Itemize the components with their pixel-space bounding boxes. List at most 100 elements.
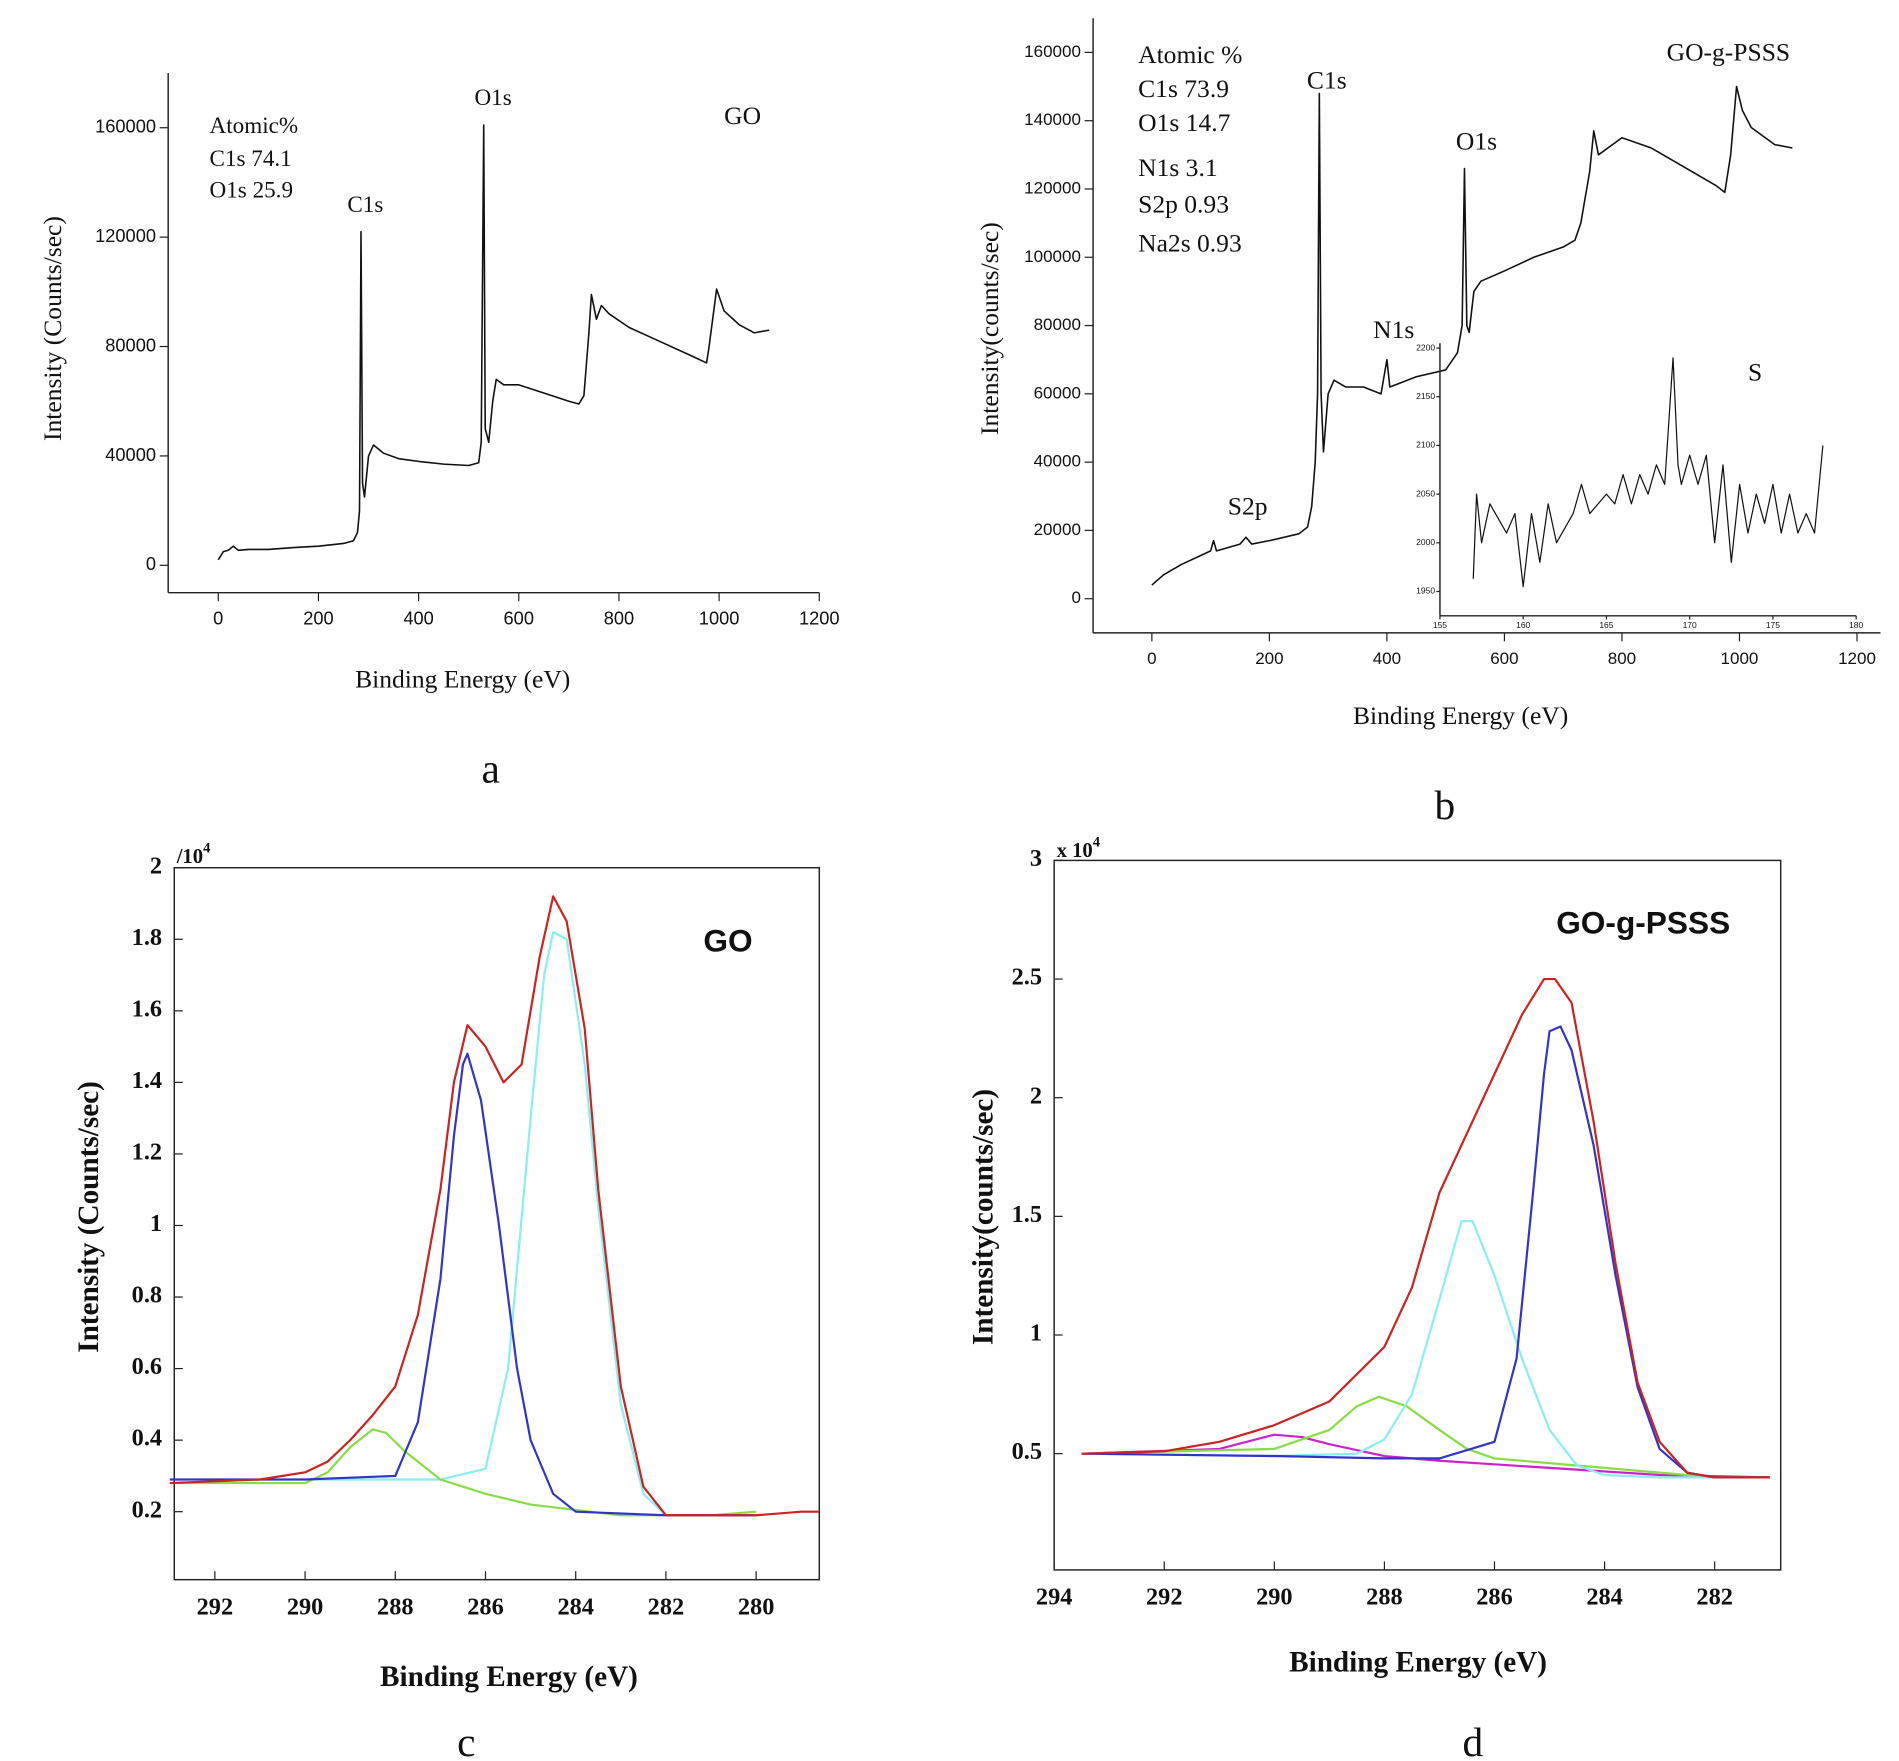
x-tick-label: 1200 xyxy=(799,607,840,628)
x-axis-label: Binding Energy (eV) xyxy=(355,664,570,693)
y-tick-label: 2 xyxy=(1030,1082,1042,1109)
annotation: S xyxy=(1748,358,1762,387)
y-tick-label: 120000 xyxy=(95,225,156,246)
y-tick-label: 1.4 xyxy=(132,1067,162,1094)
multiplier-exponent: 4 xyxy=(1093,835,1101,851)
y-tick-label: 160000 xyxy=(1024,42,1081,61)
y-tick-label: 0.4 xyxy=(132,1425,162,1452)
y-tick-label: 140000 xyxy=(1024,110,1081,129)
x-tick-label: 165 xyxy=(1599,620,1613,630)
x-tick-label: 1000 xyxy=(699,607,740,628)
annotation: O1s xyxy=(474,85,511,111)
annotation: GO xyxy=(703,923,752,959)
panel: 0 200 400 600 800 1000 1200 0 40000 80000 120000 16… xyxy=(38,73,840,791)
panel: 294 292 290 288 286 284 282 0.5 1 1.5 2 2.5 3 Binding… xyxy=(968,835,1782,1761)
spectrum-line xyxy=(1151,85,1793,586)
x-tick-label: 180 xyxy=(1849,620,1863,630)
y-tick-label: 40000 xyxy=(105,444,156,465)
y-tick-label: 1.5 xyxy=(1012,1201,1042,1228)
y-tick-label: 0.2 xyxy=(132,1496,162,1523)
y-tick-label: 80000 xyxy=(1034,315,1081,334)
annotation: Atomic% xyxy=(210,113,299,139)
annotation: O1s 25.9 xyxy=(210,178,293,204)
y-axis-label: Intensity (Counts/sec) xyxy=(38,216,67,441)
y-tick-label: 160000 xyxy=(95,116,156,137)
annotation: GO-g-PSSS xyxy=(1556,904,1730,940)
y-tick-label: 1.6 xyxy=(132,995,162,1022)
x-tick-label: 600 xyxy=(504,607,534,628)
x-tick-label: 284 xyxy=(1586,1584,1623,1611)
annotation: C1s 74.1 xyxy=(210,146,292,172)
y-axis-label: Intensity (Counts/sec) xyxy=(73,1081,105,1353)
x-tick-label: 284 xyxy=(557,1593,594,1620)
y-tick-label: 60000 xyxy=(1034,383,1081,402)
multiplier-base: x 10 xyxy=(1057,840,1093,862)
x-tick-label: 286 xyxy=(1476,1584,1513,1611)
x-tick-label: 160 xyxy=(1516,620,1530,630)
y-tick-label: 2150 xyxy=(1416,391,1435,401)
x-tick-label: 290 xyxy=(287,1593,324,1620)
annotation: GO xyxy=(724,101,761,130)
annotation: Atomic % xyxy=(1138,40,1242,69)
annotation: C1s xyxy=(1307,66,1347,95)
spectrum-line xyxy=(169,1428,757,1517)
x-tick-label: 288 xyxy=(1366,1584,1403,1611)
spectrum-line xyxy=(1081,1220,1770,1479)
panel-label: b xyxy=(1434,782,1455,828)
spectrum-line xyxy=(217,124,770,561)
x-tick-label: 282 xyxy=(648,1593,685,1620)
y-tick-label: 2100 xyxy=(1416,440,1435,450)
y-tick-label: 0.8 xyxy=(132,1282,162,1309)
y-axis-label: Intensity(counts/sec) xyxy=(975,222,1004,435)
annotation: S2p xyxy=(1228,492,1268,521)
x-tick-label: 292 xyxy=(1146,1584,1183,1611)
plot-frame xyxy=(1053,859,1782,1571)
annotation: S2p 0.93 xyxy=(1138,190,1229,219)
annotation: Na2s 0.93 xyxy=(1138,229,1242,258)
y-tick-label: 1 xyxy=(1030,1320,1042,1347)
y-tick-label: 0 xyxy=(146,553,156,574)
x-tick-label: 294 xyxy=(1036,1584,1073,1611)
x-tick-label: 280 xyxy=(738,1593,775,1620)
x-tick-label: 286 xyxy=(467,1593,504,1620)
y-tick-label: 0.5 xyxy=(1012,1438,1042,1465)
multiplier-base: /10 xyxy=(176,846,203,868)
x-tick-label: 288 xyxy=(377,1593,414,1620)
x-axis-label: Binding Energy (eV) xyxy=(1289,1647,1547,1679)
x-axis-label: Binding Energy (eV) xyxy=(380,1661,638,1693)
panel-label: d xyxy=(1462,1719,1483,1761)
x-tick-label: 400 xyxy=(1373,649,1401,668)
annotation: C1s 73.9 xyxy=(1138,74,1229,103)
y-tick-label: 1.2 xyxy=(132,1139,162,1166)
spectrum-line xyxy=(1081,1025,1770,1479)
x-tick-label: 175 xyxy=(1766,620,1780,630)
y-tick-label: 0 xyxy=(1071,588,1080,607)
x-tick-label: 1000 xyxy=(1721,649,1759,668)
y-tick-label: 20000 xyxy=(1034,520,1081,539)
panel-label: a xyxy=(482,745,500,791)
annotation: GO-g-PSSS xyxy=(1667,38,1791,67)
annotation: O1s 14.7 xyxy=(1138,108,1230,137)
x-tick-label: 800 xyxy=(1608,649,1636,668)
plot-frame xyxy=(173,866,821,1581)
x-tick-label: 282 xyxy=(1696,1584,1733,1611)
annotation: O1s xyxy=(1456,126,1497,155)
y-tick-label: 2050 xyxy=(1416,488,1435,498)
x-tick-label: 800 xyxy=(604,607,634,628)
panel-label: c xyxy=(457,1719,475,1761)
y-tick-label: 80000 xyxy=(105,334,156,355)
y-tick-label: 2000 xyxy=(1416,537,1435,547)
spectrum-line xyxy=(169,895,820,1517)
panel: 0 200 400 600 800 1000 1200 0 20000 40000 60000 800… xyxy=(975,18,1881,828)
y-tick-label: 3 xyxy=(1030,845,1042,872)
multiplier-exponent: 4 xyxy=(203,841,211,857)
y-tick-label: 1 xyxy=(150,1210,162,1237)
y-tick-label: 120000 xyxy=(1024,178,1081,197)
annotation: N1s 3.1 xyxy=(1138,153,1218,182)
spectrum-line xyxy=(305,931,667,1517)
spectrum-line xyxy=(1472,357,1824,588)
x-tick-label: 400 xyxy=(403,607,433,628)
panel: 292 290 288 286 284 282 280 0.2 0.4 0.6 0.8 1 1.2 1.4… xyxy=(73,841,821,1761)
